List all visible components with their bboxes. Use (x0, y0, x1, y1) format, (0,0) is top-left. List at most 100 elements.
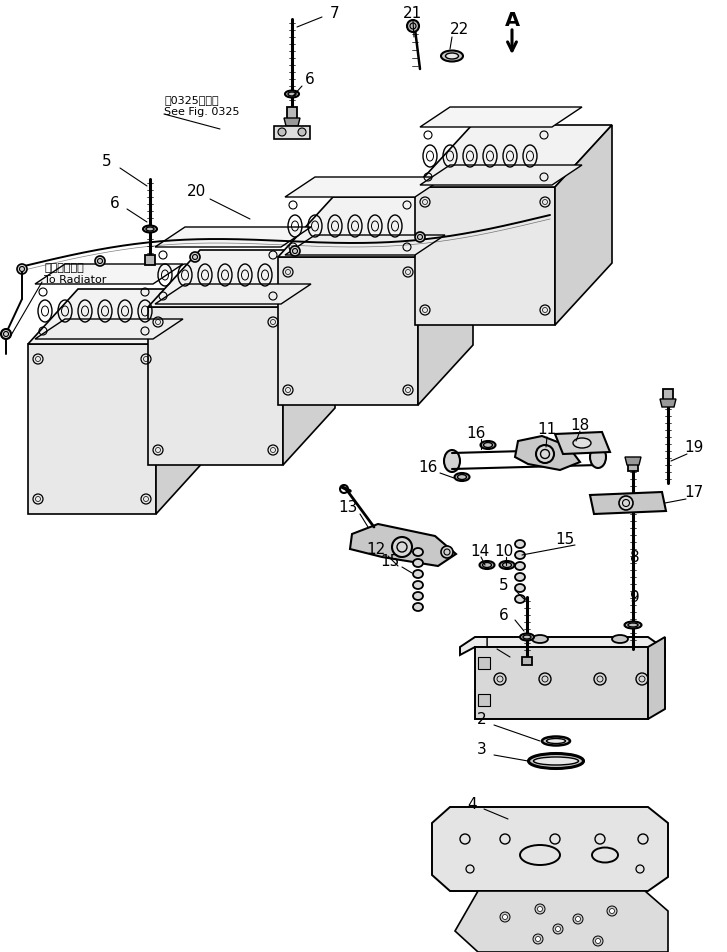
Circle shape (298, 129, 306, 137)
Text: 18: 18 (571, 417, 590, 432)
Polygon shape (590, 492, 666, 514)
Polygon shape (28, 345, 156, 514)
Text: 7: 7 (330, 7, 340, 22)
Text: 22: 22 (450, 23, 470, 37)
Polygon shape (625, 458, 641, 466)
Text: 19: 19 (684, 440, 704, 455)
Text: 15: 15 (380, 554, 400, 569)
Circle shape (392, 538, 412, 558)
Text: 20: 20 (186, 185, 206, 199)
Ellipse shape (413, 592, 423, 601)
Polygon shape (285, 236, 445, 256)
Polygon shape (515, 437, 580, 470)
Ellipse shape (520, 634, 534, 641)
Text: 10: 10 (494, 544, 513, 559)
Polygon shape (285, 178, 445, 198)
Polygon shape (415, 188, 555, 326)
Polygon shape (420, 108, 582, 128)
Text: 5: 5 (499, 577, 509, 592)
Polygon shape (274, 127, 310, 140)
Circle shape (555, 926, 561, 931)
Polygon shape (555, 126, 612, 326)
Text: 第0325図参照: 第0325図参照 (164, 95, 219, 105)
Text: 1: 1 (481, 636, 491, 651)
Circle shape (576, 917, 580, 922)
Ellipse shape (285, 91, 299, 98)
Circle shape (595, 939, 601, 943)
Text: 13: 13 (338, 500, 358, 515)
Polygon shape (455, 891, 668, 952)
Ellipse shape (143, 227, 157, 233)
Text: 21: 21 (403, 7, 422, 22)
Text: 16: 16 (466, 425, 486, 440)
Polygon shape (475, 647, 648, 720)
Polygon shape (350, 525, 456, 566)
Text: To Radiator: To Radiator (44, 275, 106, 285)
Polygon shape (155, 285, 311, 305)
Text: 5: 5 (103, 154, 112, 169)
Circle shape (278, 129, 286, 137)
Polygon shape (460, 637, 665, 660)
Circle shape (1, 329, 11, 340)
Ellipse shape (446, 54, 459, 60)
Ellipse shape (454, 473, 470, 482)
Ellipse shape (480, 562, 494, 569)
Polygon shape (145, 256, 155, 266)
Circle shape (290, 247, 300, 257)
Ellipse shape (413, 570, 423, 579)
Polygon shape (287, 108, 297, 120)
Text: 2: 2 (477, 712, 487, 726)
Polygon shape (432, 807, 668, 891)
Polygon shape (35, 320, 183, 340)
Ellipse shape (590, 446, 606, 468)
Ellipse shape (499, 562, 515, 569)
Polygon shape (284, 119, 300, 127)
Ellipse shape (532, 635, 548, 644)
Text: 12: 12 (366, 542, 385, 557)
Circle shape (593, 936, 603, 946)
Polygon shape (478, 657, 490, 669)
Text: 6: 6 (499, 606, 509, 622)
Circle shape (190, 252, 200, 263)
Circle shape (502, 915, 507, 920)
Text: 16: 16 (418, 460, 438, 475)
Text: 4: 4 (467, 797, 477, 812)
Ellipse shape (515, 541, 525, 548)
Text: 6: 6 (305, 72, 315, 88)
Ellipse shape (441, 51, 463, 63)
Circle shape (607, 906, 617, 916)
Polygon shape (278, 198, 473, 258)
Polygon shape (660, 400, 676, 407)
Ellipse shape (515, 585, 525, 592)
Circle shape (17, 265, 27, 275)
Circle shape (537, 906, 542, 912)
Circle shape (609, 908, 614, 914)
Text: A: A (505, 10, 520, 30)
Circle shape (415, 232, 425, 243)
Polygon shape (663, 389, 673, 402)
Ellipse shape (413, 548, 423, 556)
Ellipse shape (534, 757, 579, 765)
Polygon shape (148, 307, 283, 466)
Text: 15: 15 (555, 532, 574, 547)
Circle shape (619, 497, 633, 510)
Polygon shape (156, 289, 206, 514)
Ellipse shape (413, 604, 423, 611)
Circle shape (573, 914, 583, 924)
Text: 6: 6 (110, 195, 120, 210)
Ellipse shape (573, 439, 591, 448)
Polygon shape (478, 694, 490, 706)
Ellipse shape (515, 563, 525, 570)
Polygon shape (628, 460, 638, 471)
Text: 9: 9 (630, 590, 640, 605)
Text: 17: 17 (684, 485, 704, 500)
Ellipse shape (481, 442, 496, 449)
Ellipse shape (515, 551, 525, 560)
Ellipse shape (547, 739, 566, 744)
Circle shape (441, 546, 453, 559)
Circle shape (535, 904, 545, 914)
Circle shape (536, 937, 540, 942)
Polygon shape (28, 289, 206, 345)
Ellipse shape (515, 595, 525, 604)
Circle shape (407, 21, 419, 33)
